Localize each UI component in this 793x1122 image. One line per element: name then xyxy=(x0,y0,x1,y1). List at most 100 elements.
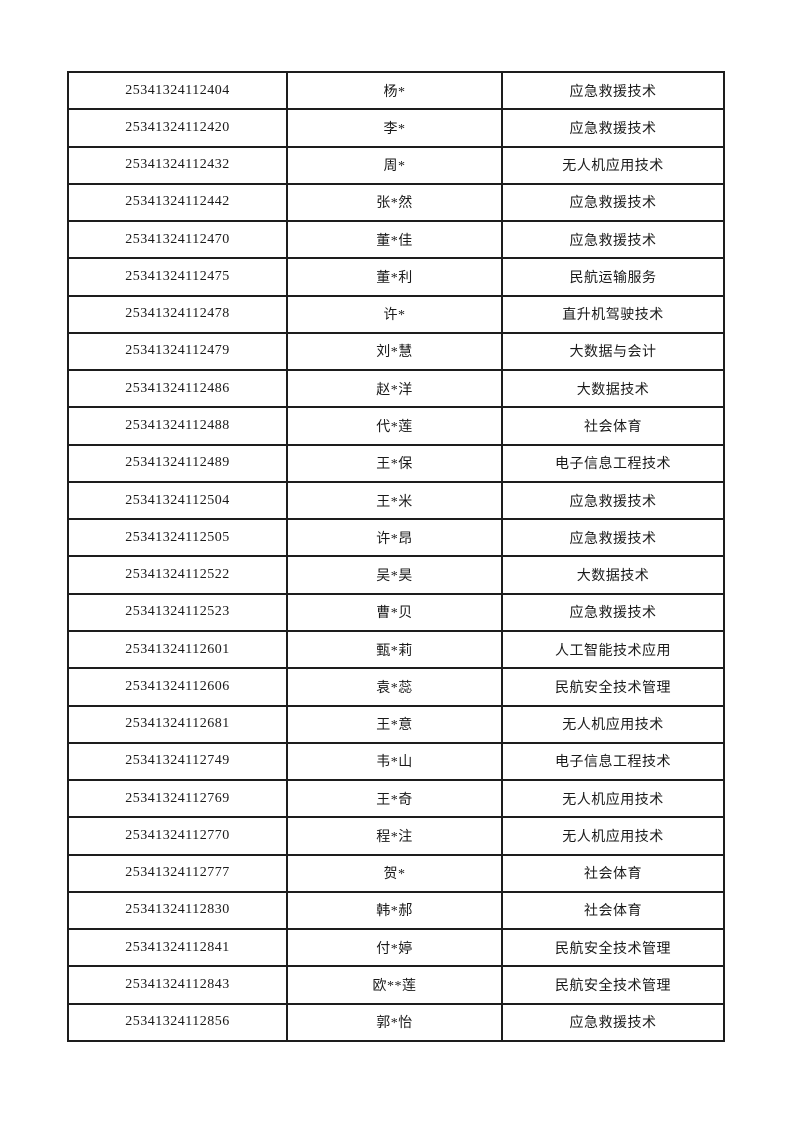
cell-candidate-id: 25341324112486 xyxy=(67,369,288,409)
cell-candidate-name: 赵*洋 xyxy=(286,369,503,409)
table-row: 25341324112404 杨* 应急救援技术 xyxy=(67,70,725,111)
candidate-roster-table: 25341324112404 杨* 应急救援技术 25341324112420 李* 应急… xyxy=(67,70,725,1043)
table-row: 25341324112749 韦*山 电子信息工程技术 xyxy=(67,741,725,782)
cell-candidate-id: 25341324112830 xyxy=(67,890,288,931)
table-row: 25341324112420 李* 应急救援技术 xyxy=(67,108,725,148)
cell-candidate-id: 25341324112681 xyxy=(67,704,288,744)
table-row: 25341324112777 贺* 社会体育 xyxy=(67,853,725,893)
cell-candidate-name: 王*保 xyxy=(286,443,503,483)
cell-candidate-id: 25341324112504 xyxy=(67,480,288,521)
cell-candidate-id: 25341324112404 xyxy=(67,70,288,111)
cell-candidate-name: 许*昂 xyxy=(286,518,503,558)
cell-candidate-name: 吴*昊 xyxy=(286,555,503,595)
cell-major: 应急救援技术 xyxy=(501,1002,725,1043)
cell-candidate-name: 贺* xyxy=(286,853,503,893)
table-row: 25341324112478 许* 直升机驾驶技术 xyxy=(67,294,725,334)
cell-major: 社会体育 xyxy=(501,890,725,931)
cell-candidate-name: 王*奇 xyxy=(286,779,503,819)
table-row: 25341324112681 王*意 无人机应用技术 xyxy=(67,704,725,744)
cell-candidate-id: 25341324112432 xyxy=(67,145,288,185)
table-row: 25341324112770 程*注 无人机应用技术 xyxy=(67,816,725,856)
cell-candidate-name: 刘*慧 xyxy=(286,331,503,372)
table-row: 25341324112830 韩*郝 社会体育 xyxy=(67,890,725,931)
cell-candidate-id: 25341324112856 xyxy=(67,1002,288,1043)
table-row: 25341324112856 郭*怡 应急救援技术 xyxy=(67,1002,725,1043)
cell-candidate-id: 25341324112479 xyxy=(67,331,288,372)
cell-candidate-name: 董*佳 xyxy=(286,220,503,260)
cell-candidate-id: 25341324112442 xyxy=(67,182,288,223)
cell-candidate-id: 25341324112505 xyxy=(67,518,288,558)
cell-candidate-id: 25341324112606 xyxy=(67,667,288,707)
cell-major: 社会体育 xyxy=(501,853,725,893)
table-row: 25341324112479 刘*慧 大数据与会计 xyxy=(67,331,725,372)
cell-candidate-name: 程*注 xyxy=(286,816,503,856)
cell-candidate-name: 李* xyxy=(286,108,503,148)
table-row: 25341324112504 王*米 应急救援技术 xyxy=(67,480,725,521)
table-row: 25341324112606 袁*蕊 民航安全技术管理 xyxy=(67,667,725,707)
cell-candidate-id: 25341324112601 xyxy=(67,629,288,670)
cell-candidate-name: 郭*怡 xyxy=(286,1002,503,1043)
cell-candidate-name: 曹*贝 xyxy=(286,592,503,632)
cell-major: 社会体育 xyxy=(501,406,725,446)
cell-candidate-id: 25341324112420 xyxy=(67,108,288,148)
cell-major: 民航运输服务 xyxy=(501,257,725,297)
cell-major: 无人机应用技术 xyxy=(501,816,725,856)
cell-candidate-id: 25341324112478 xyxy=(67,294,288,334)
cell-major: 大数据与会计 xyxy=(501,331,725,372)
cell-major: 应急救援技术 xyxy=(501,220,725,260)
cell-candidate-name: 杨* xyxy=(286,70,503,111)
table-row: 25341324112486 赵*洋 大数据技术 xyxy=(67,369,725,409)
table-row: 25341324112841 付*婷 民航安全技术管理 xyxy=(67,928,725,968)
table-row: 25341324112475 董*利 民航运输服务 xyxy=(67,257,725,297)
cell-candidate-id: 25341324112769 xyxy=(67,779,288,819)
cell-candidate-name: 付*婷 xyxy=(286,928,503,968)
table-row: 25341324112601 甄*莉 人工智能技术应用 xyxy=(67,629,725,670)
cell-candidate-name: 袁*蕊 xyxy=(286,667,503,707)
cell-candidate-id: 25341324112841 xyxy=(67,928,288,968)
cell-candidate-id: 25341324112777 xyxy=(67,853,288,893)
cell-major: 无人机应用技术 xyxy=(501,704,725,744)
table-row: 25341324112488 代*莲 社会体育 xyxy=(67,406,725,446)
cell-major: 大数据技术 xyxy=(501,555,725,595)
cell-major: 无人机应用技术 xyxy=(501,779,725,819)
cell-major: 大数据技术 xyxy=(501,369,725,409)
cell-major: 无人机应用技术 xyxy=(501,145,725,185)
cell-major: 应急救援技术 xyxy=(501,480,725,521)
cell-candidate-name: 代*莲 xyxy=(286,406,503,446)
cell-candidate-name: 韩*郝 xyxy=(286,890,503,931)
cell-candidate-name: 韦*山 xyxy=(286,741,503,782)
cell-major: 应急救援技术 xyxy=(501,182,725,223)
table-row: 25341324112432 周* 无人机应用技术 xyxy=(67,145,725,185)
cell-major: 民航安全技术管理 xyxy=(501,965,725,1005)
cell-candidate-id: 25341324112523 xyxy=(67,592,288,632)
cell-candidate-id: 25341324112522 xyxy=(67,555,288,595)
cell-major: 民航安全技术管理 xyxy=(501,667,725,707)
cell-major: 应急救援技术 xyxy=(501,70,725,111)
cell-candidate-id: 25341324112489 xyxy=(67,443,288,483)
cell-candidate-name: 王*米 xyxy=(286,480,503,521)
cell-candidate-id: 25341324112749 xyxy=(67,741,288,782)
cell-major: 应急救援技术 xyxy=(501,518,725,558)
table-row: 25341324112442 张*然 应急救援技术 xyxy=(67,182,725,223)
table-row: 25341324112769 王*奇 无人机应用技术 xyxy=(67,779,725,819)
cell-candidate-name: 王*意 xyxy=(286,704,503,744)
cell-major: 电子信息工程技术 xyxy=(501,443,725,483)
table-row: 25341324112522 吴*昊 大数据技术 xyxy=(67,555,725,595)
table-row: 25341324112489 王*保 电子信息工程技术 xyxy=(67,443,725,483)
cell-candidate-id: 25341324112475 xyxy=(67,257,288,297)
table-row: 25341324112470 董*佳 应急救援技术 xyxy=(67,220,725,260)
cell-major: 电子信息工程技术 xyxy=(501,741,725,782)
cell-candidate-name: 董*利 xyxy=(286,257,503,297)
roster-table-body: 25341324112404 杨* 应急救援技术 25341324112420 李* 应急… xyxy=(67,70,725,1043)
cell-candidate-name: 欧**莲 xyxy=(286,965,503,1005)
cell-major: 人工智能技术应用 xyxy=(501,629,725,670)
table-row: 25341324112843 欧**莲 民航安全技术管理 xyxy=(67,965,725,1005)
cell-major: 应急救援技术 xyxy=(501,592,725,632)
cell-candidate-id: 25341324112843 xyxy=(67,965,288,1005)
cell-major: 直升机驾驶技术 xyxy=(501,294,725,334)
table-row: 25341324112505 许*昂 应急救援技术 xyxy=(67,518,725,558)
table-row: 25341324112523 曹*贝 应急救援技术 xyxy=(67,592,725,632)
cell-candidate-id: 25341324112470 xyxy=(67,220,288,260)
cell-candidate-id: 25341324112488 xyxy=(67,406,288,446)
